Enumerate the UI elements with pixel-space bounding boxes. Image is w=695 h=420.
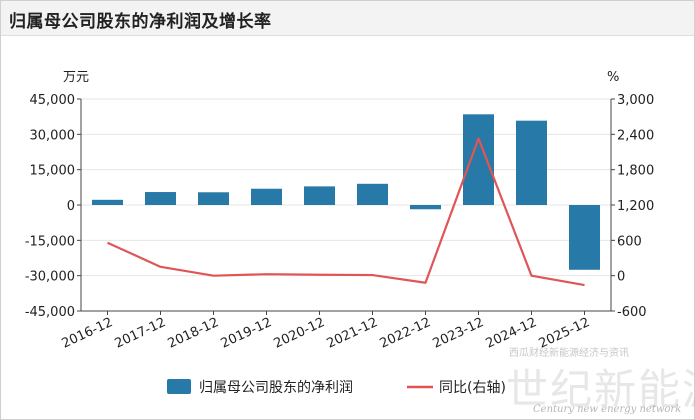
x-tick-label: 2017-12 [113, 315, 169, 352]
legend-label-line: 同比(右轴) [439, 380, 506, 396]
chart-title: 归属母公司股东的净利润及增长率 [9, 12, 272, 32]
right-tick-label: 1,800 [617, 164, 654, 179]
right-tick-label: 1,200 [617, 199, 654, 214]
bar [198, 192, 229, 205]
x-tick-label: 2021-12 [325, 315, 381, 352]
left-tick-label: 30,000 [30, 128, 76, 143]
bar [569, 205, 600, 270]
watermark-small: 西瓜财经新能源经济与资讯 [509, 348, 629, 359]
x-tick-label: 2019-12 [219, 315, 275, 352]
title-bar: 归属母公司股东的净利润及增长率 [1, 1, 694, 36]
yoy-line [107, 137, 585, 287]
bar [410, 205, 441, 210]
axes: 45,000 3,000 30,000 2,400 15,000 1,800 0 1,200 -… [25, 70, 654, 352]
bar [304, 186, 335, 205]
bar [463, 114, 494, 205]
left-tick-label: 15,000 [30, 164, 76, 179]
legend-label-bar: 归属母公司股东的净利润 [199, 379, 353, 396]
bar [92, 199, 123, 205]
left-unit-label: 万元 [63, 70, 89, 85]
left-tick-label: 0 [67, 199, 75, 214]
bar-series [92, 114, 600, 270]
x-tick-label: 2018-12 [166, 315, 222, 352]
x-tick-label: 2016-12 [60, 315, 116, 352]
watermark-english: Century new energy network [533, 404, 682, 415]
left-tick-label: -45,000 [25, 305, 75, 320]
line-series [107, 137, 585, 287]
left-tick-label: -15,000 [25, 234, 75, 249]
right-tick-label: 0 [617, 270, 625, 285]
legend-swatch-bar [167, 379, 191, 394]
right-tick-label: 3,000 [617, 93, 654, 108]
left-tick-label: 45,000 [30, 93, 76, 108]
legend: 归属母公司股东的净利润 同比(右轴) [167, 379, 506, 396]
right-tick-label: 2,400 [617, 128, 654, 143]
x-tick-label: 2020-12 [272, 315, 328, 352]
left-tick-label: -30,000 [25, 270, 75, 285]
bar [145, 192, 176, 205]
watermark-logo-text: 世纪新能源网 [506, 365, 695, 414]
bar [251, 188, 282, 205]
right-tick-label: -600 [617, 305, 647, 320]
right-tick-label: 600 [617, 234, 642, 249]
bar [357, 183, 388, 205]
x-tick-label: 2022-12 [378, 315, 434, 352]
x-tick-label: 2023-12 [431, 315, 487, 352]
right-unit-label: % [607, 70, 619, 85]
bar [516, 120, 547, 205]
